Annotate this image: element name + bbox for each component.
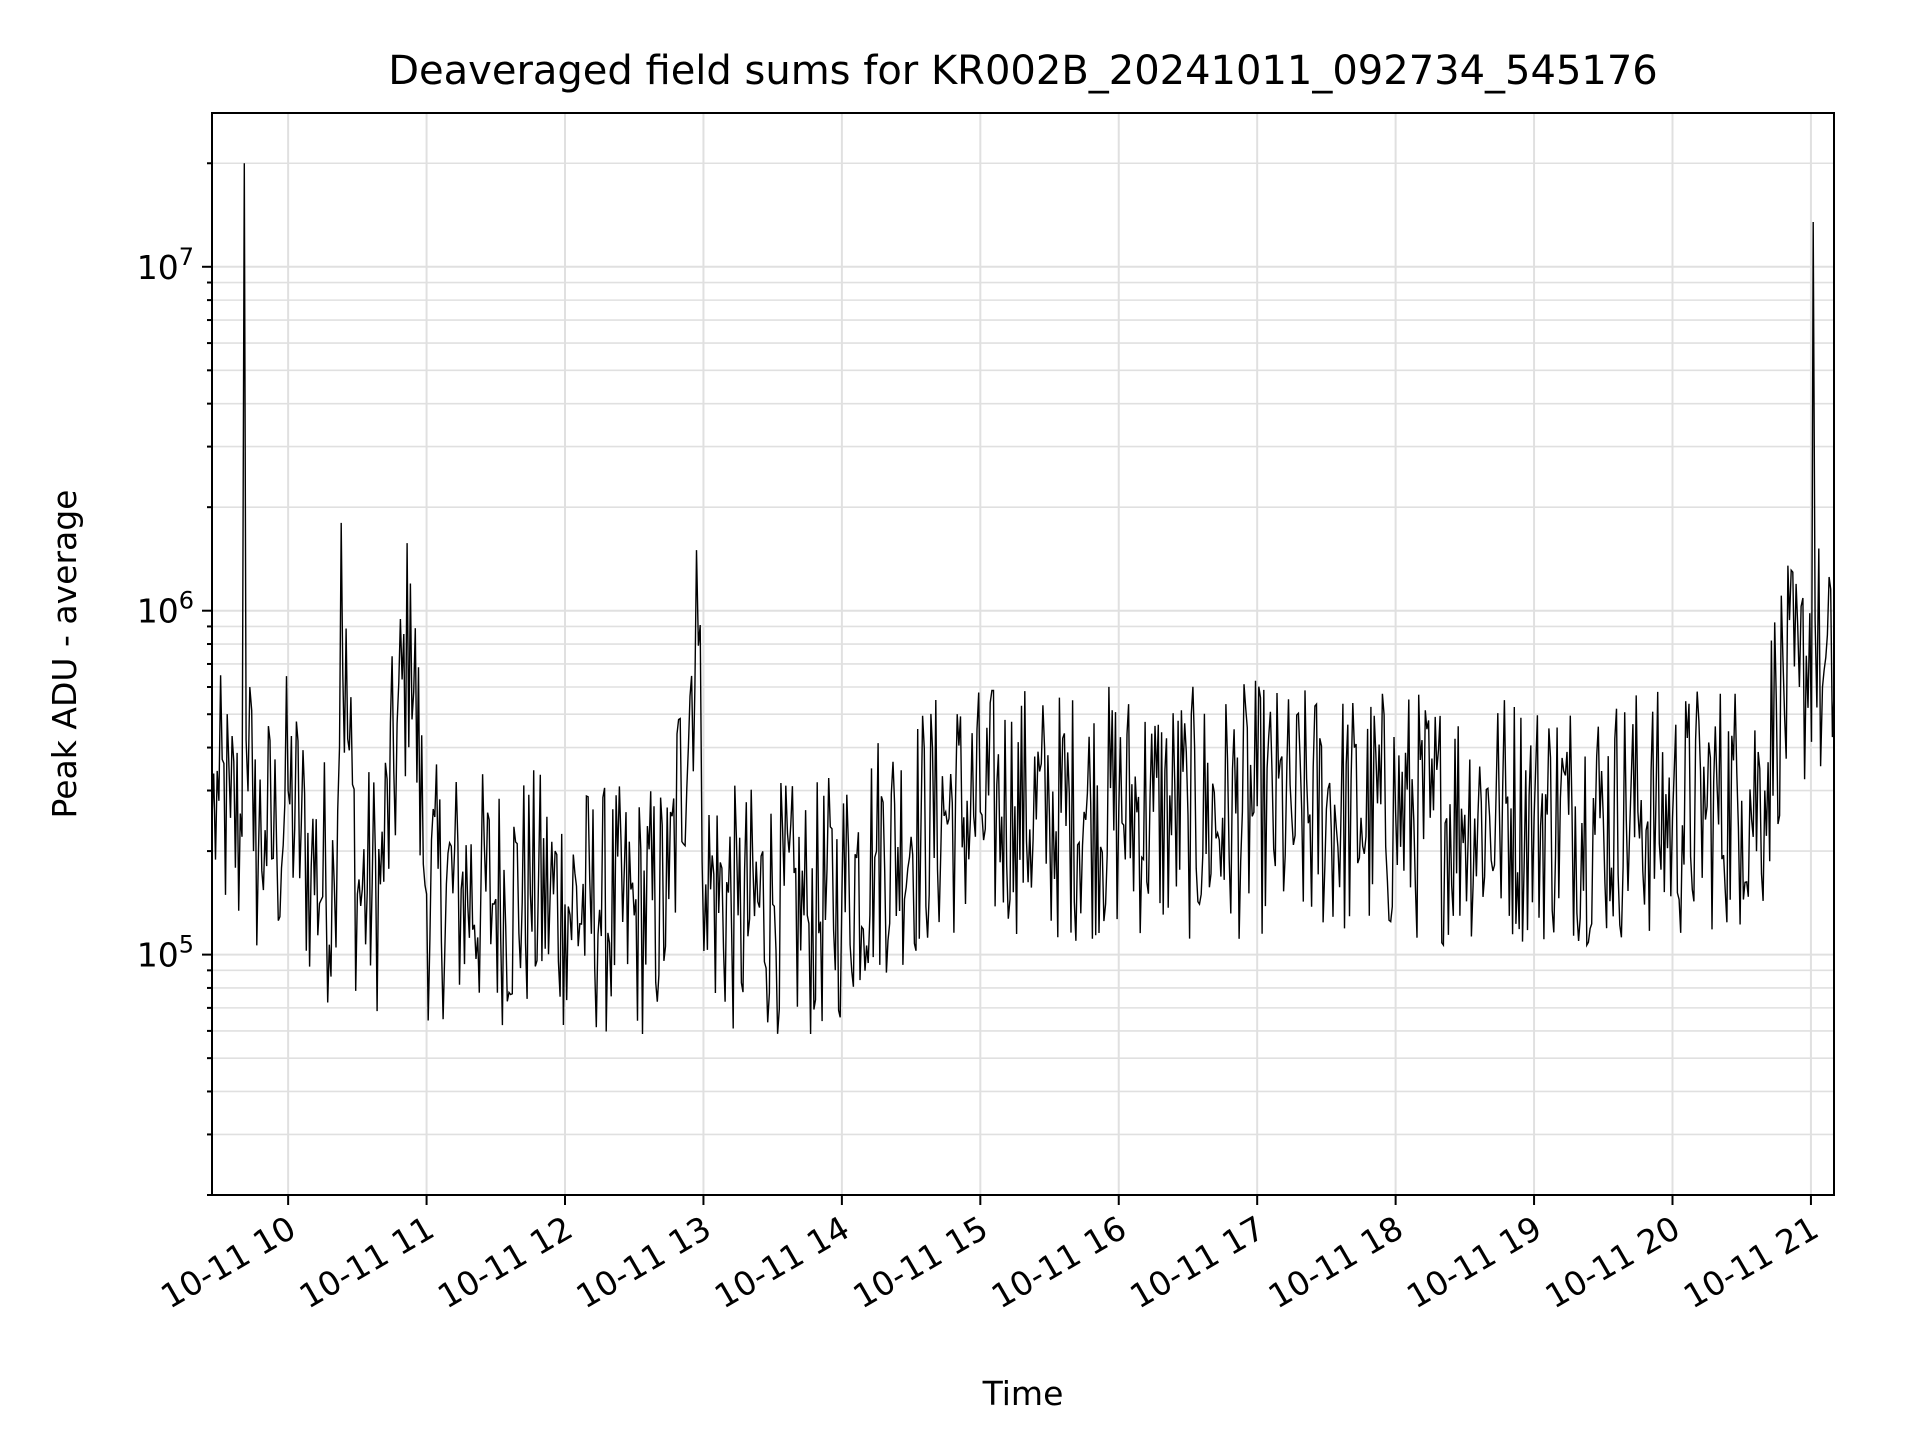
y-tick-label: 106 [137,587,194,631]
y-axis-label: Peak ADU - average [45,490,84,819]
series-line [211,163,1835,1035]
chart-title: Deaveraged field sums for KR002B_2024101… [388,48,1658,94]
series-layer [211,163,1835,1035]
x-axis-label: Time [982,1374,1064,1413]
plot-frame [211,112,1835,1196]
y-tick-label: 107 [137,243,194,287]
y-tick-label: 105 [137,931,194,975]
